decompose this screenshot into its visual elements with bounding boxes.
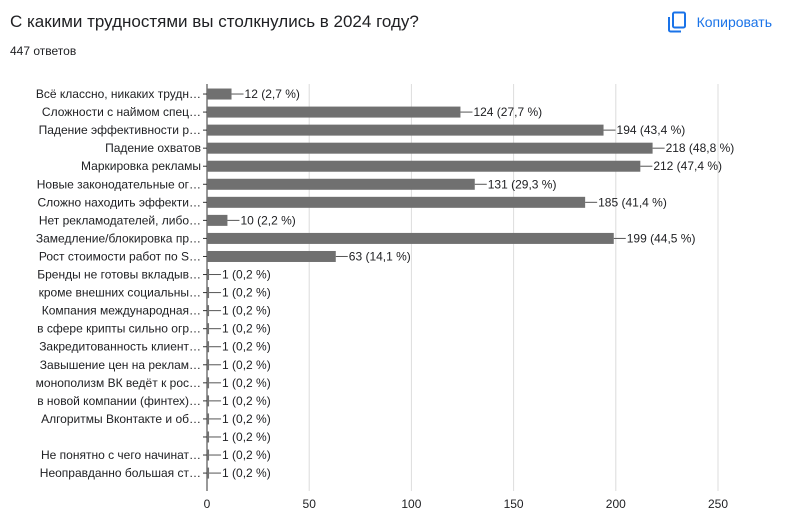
category-label: в сфере крипты сильно огр… [37, 322, 201, 336]
category-label: Бренды не готовы вкладыв… [37, 268, 201, 282]
category-label: Закредитованность клиент… [39, 340, 201, 354]
bar [207, 341, 210, 353]
category-label: Нет рекламодателей, либо… [39, 213, 201, 227]
data-label: 1 (0,2 %) [222, 340, 271, 354]
bar [207, 160, 641, 172]
category-label: Всё классно, никаких трудн… [36, 87, 201, 101]
bar [207, 232, 614, 244]
category-label: Неоправданно большая ст… [40, 466, 201, 480]
x-tick-label: 50 [303, 497, 317, 511]
x-tick-label: 250 [708, 497, 728, 511]
category-label: Компания международная… [42, 304, 201, 318]
bar [207, 214, 228, 226]
bar [207, 467, 210, 479]
category-label: в новой компании (финтех)… [37, 394, 201, 408]
data-label: 185 (41,4 %) [598, 195, 667, 209]
x-tick-label: 200 [606, 497, 626, 511]
bar [207, 305, 210, 317]
data-label: 212 (47,4 %) [653, 159, 722, 173]
category-label: Рост стоимости работ по S… [39, 249, 201, 263]
data-label: 1 (0,2 %) [222, 286, 271, 300]
data-label: 1 (0,2 %) [222, 268, 271, 282]
bar [207, 124, 604, 136]
data-label: 1 (0,2 %) [222, 358, 271, 372]
bar [207, 449, 210, 461]
bar [207, 196, 586, 208]
bar [207, 142, 653, 154]
bar [207, 395, 210, 407]
data-label: 1 (0,2 %) [222, 430, 271, 444]
category-label: монополизм ВК ведёт к рос… [36, 376, 201, 390]
data-label: 194 (43,4 %) [617, 123, 686, 137]
bar [207, 250, 336, 262]
bar [207, 106, 461, 118]
bar [207, 413, 210, 425]
copy-button[interactable]: Копировать [667, 8, 772, 36]
bar [207, 377, 210, 389]
x-tick-label: 0 [204, 497, 211, 511]
bar [207, 178, 475, 190]
category-label: Сложно находить эффекти… [38, 195, 202, 209]
data-label: 12 (2,7 %) [245, 87, 300, 101]
data-label: 1 (0,2 %) [222, 448, 271, 462]
bar [207, 359, 210, 371]
data-label: 1 (0,2 %) [222, 466, 271, 480]
category-label: Падение охватов [105, 141, 201, 155]
question-header: С какими трудностями вы столкнулись в 20… [10, 6, 790, 40]
copy-button-label: Копировать [696, 14, 772, 30]
data-label: 1 (0,2 %) [222, 304, 271, 318]
bar [207, 287, 210, 299]
bar [207, 323, 210, 335]
category-label: Маркировка рекламы [81, 159, 201, 173]
data-label: 1 (0,2 %) [222, 322, 271, 336]
data-label: 1 (0,2 %) [222, 394, 271, 408]
data-label: 1 (0,2 %) [222, 412, 271, 426]
data-label: 1 (0,2 %) [222, 376, 271, 390]
bar [207, 431, 210, 443]
data-label: 199 (44,5 %) [627, 231, 696, 245]
data-label: 218 (48,8 %) [666, 141, 735, 155]
bar [207, 269, 210, 281]
data-label: 124 (27,7 %) [473, 105, 542, 119]
data-label: 131 (29,3 %) [488, 177, 557, 191]
copy-icon [667, 11, 686, 33]
category-label: Новые законодательные ог… [37, 177, 201, 191]
category-label: Падение эффективности р… [39, 123, 201, 137]
bar [207, 88, 232, 100]
x-tick-label: 150 [504, 497, 524, 511]
data-label: 10 (2,2 %) [240, 213, 295, 227]
category-label: Завышение цен на реклам… [40, 358, 201, 372]
category-label: Сложности с наймом спец… [42, 105, 201, 119]
x-tick-label: 100 [401, 497, 421, 511]
category-label: Не понятно с чего начинат… [41, 448, 201, 462]
category-label: Замедление/блокировка пр… [36, 231, 201, 245]
response-count: 447 ответов [10, 44, 77, 58]
question-title: С какими трудностями вы столкнулись в 20… [10, 12, 419, 31]
category-label: Алгоритмы Вконтакте и об… [41, 412, 201, 426]
category-label: кроме внешних социальны… [39, 286, 201, 300]
data-label: 63 (14,1 %) [349, 249, 411, 263]
